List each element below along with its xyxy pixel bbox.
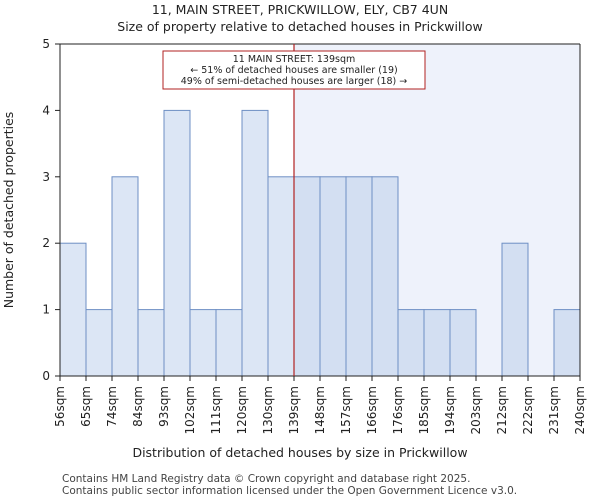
- x-tick-label-130sqm: 130sqm: [261, 386, 275, 434]
- x-tick-label-148sqm: 148sqm: [313, 386, 327, 434]
- x-tick-label-84sqm: 84sqm: [131, 386, 145, 427]
- annotation-line2: ← 51% of detached houses are smaller (19…: [190, 65, 397, 76]
- x-tick-label-212sqm: 212sqm: [495, 386, 509, 434]
- y-axis-label: Number of detached properties: [1, 112, 16, 309]
- annotation-box: [162, 50, 426, 90]
- bar-148sqm: [319, 176, 347, 377]
- chart-title-line1: 11, MAIN STREET, PRICKWILLOW, ELY, CB7 4…: [152, 2, 448, 17]
- footer-line2: Contains public sector information licen…: [62, 485, 517, 497]
- bar-130sqm: [267, 176, 295, 377]
- footer-line1: Contains HM Land Registry data © Crown c…: [62, 473, 470, 485]
- bar-120sqm: [241, 109, 269, 377]
- x-tick-label-176sqm: 176sqm: [391, 386, 405, 434]
- bar-111sqm: [215, 309, 243, 377]
- chart-title-line2: Size of property relative to detached ho…: [117, 19, 482, 34]
- bar-176sqm: [397, 309, 425, 377]
- x-tick-label-56sqm: 56sqm: [53, 386, 67, 427]
- bar-185sqm: [423, 309, 451, 377]
- annotation-line3: 49% of semi-detached houses are larger (…: [181, 76, 408, 87]
- y-tick-label-0: 0: [42, 369, 50, 383]
- bar-139sqm: [293, 176, 321, 377]
- y-tick-label-3: 3: [42, 170, 50, 184]
- bar-56sqm: [59, 242, 87, 377]
- x-tick-label-203sqm: 203sqm: [469, 386, 483, 434]
- x-axis-label: Distribution of detached houses by size …: [132, 445, 467, 460]
- x-tick-label-93sqm: 93sqm: [157, 386, 171, 427]
- plot-area: 0 1 2 3 4 5 56sqm 65sqm 74sqm 84sqm 93sqm 102sqm 111…: [42, 37, 587, 434]
- x-tick-label-185sqm: 185sqm: [417, 386, 431, 434]
- x-tick-label-222sqm: 222sqm: [521, 386, 535, 434]
- bar-194sqm: [449, 309, 477, 377]
- bar-74sqm: [111, 176, 139, 377]
- annotation-line1: 11 MAIN STREET: 139sqm: [233, 54, 356, 65]
- bar-231sqm: [553, 309, 581, 377]
- x-tick-label-194sqm: 194sqm: [443, 386, 457, 434]
- x-tick-label-231sqm: 231sqm: [547, 386, 561, 434]
- y-tick-label-2: 2: [42, 236, 50, 250]
- bar-65sqm: [85, 309, 113, 377]
- y-tick-label-4: 4: [42, 103, 50, 117]
- bar-166sqm: [371, 176, 399, 377]
- x-tick-label-240sqm: 240sqm: [573, 386, 587, 434]
- bar-84sqm: [137, 309, 165, 377]
- x-tick-label-120sqm: 120sqm: [235, 386, 249, 434]
- bar-157sqm: [345, 176, 373, 377]
- bar-212sqm: [501, 242, 529, 377]
- x-tick-label-74sqm: 74sqm: [105, 386, 119, 427]
- bar-93sqm: [163, 109, 191, 377]
- y-tick-label-5: 5: [42, 37, 50, 51]
- x-tick-label-102sqm: 102sqm: [183, 386, 197, 434]
- x-tick-label-139sqm: 139sqm: [287, 386, 301, 434]
- x-tick-label-157sqm: 157sqm: [339, 386, 353, 434]
- x-tick-label-111sqm: 111sqm: [209, 386, 223, 434]
- x-tick-label-65sqm: 65sqm: [79, 386, 93, 427]
- bar-102sqm: [189, 309, 217, 377]
- y-tick-label-1: 1: [42, 303, 50, 317]
- x-tick-label-166sqm: 166sqm: [365, 386, 379, 434]
